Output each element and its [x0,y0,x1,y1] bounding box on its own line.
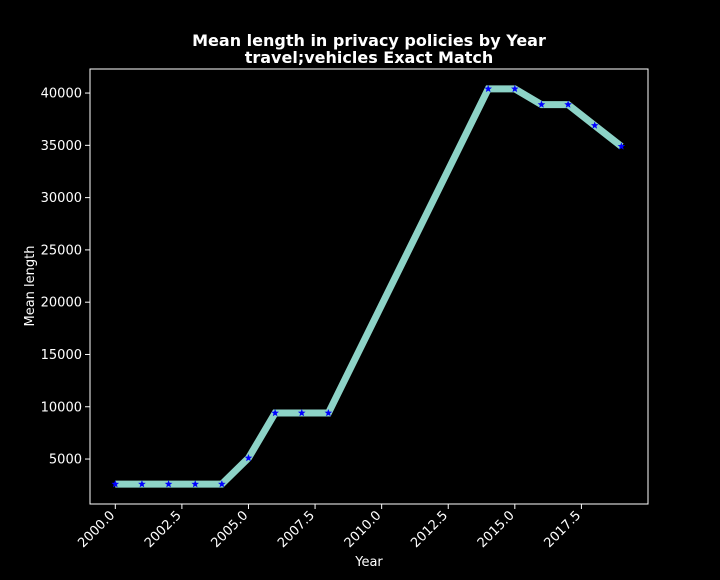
data-point [271,409,279,417]
data-point [564,100,572,108]
data-point [297,409,306,417]
data-point [191,480,200,488]
y-axis-label: Mean length [23,246,38,327]
y-tick-label: 25000 [41,243,82,258]
y-tick-label: 15000 [41,348,82,363]
axes-frame [89,68,649,505]
data-point [511,84,519,93]
chart-title-line-1: Mean length in privacy policies by Year [192,31,546,50]
data-point [138,480,146,488]
y-tick-label: 35000 [41,139,82,154]
y-tick-label: 20000 [41,296,82,311]
data-point [484,84,492,93]
y-tick-label: 5000 [49,453,82,468]
data-point [590,121,599,129]
plot-area [111,84,626,488]
chart-title-line-2: travel;vehicles Exact Match [245,48,494,67]
data-point [617,142,626,150]
data-point [111,480,120,488]
data-point [218,480,226,488]
data-point [324,409,333,417]
data-point [244,453,253,462]
x-axis-label: Year [354,555,383,570]
y-tick-label: 30000 [41,191,82,206]
data-point [537,100,546,108]
y-tick-label: 10000 [41,400,82,415]
data-point [164,480,173,488]
y-tick-label: 40000 [41,87,82,102]
y-axis-ticks: 5000 10000 15000 20000 25000 30000 35000 40000 [41,87,90,468]
